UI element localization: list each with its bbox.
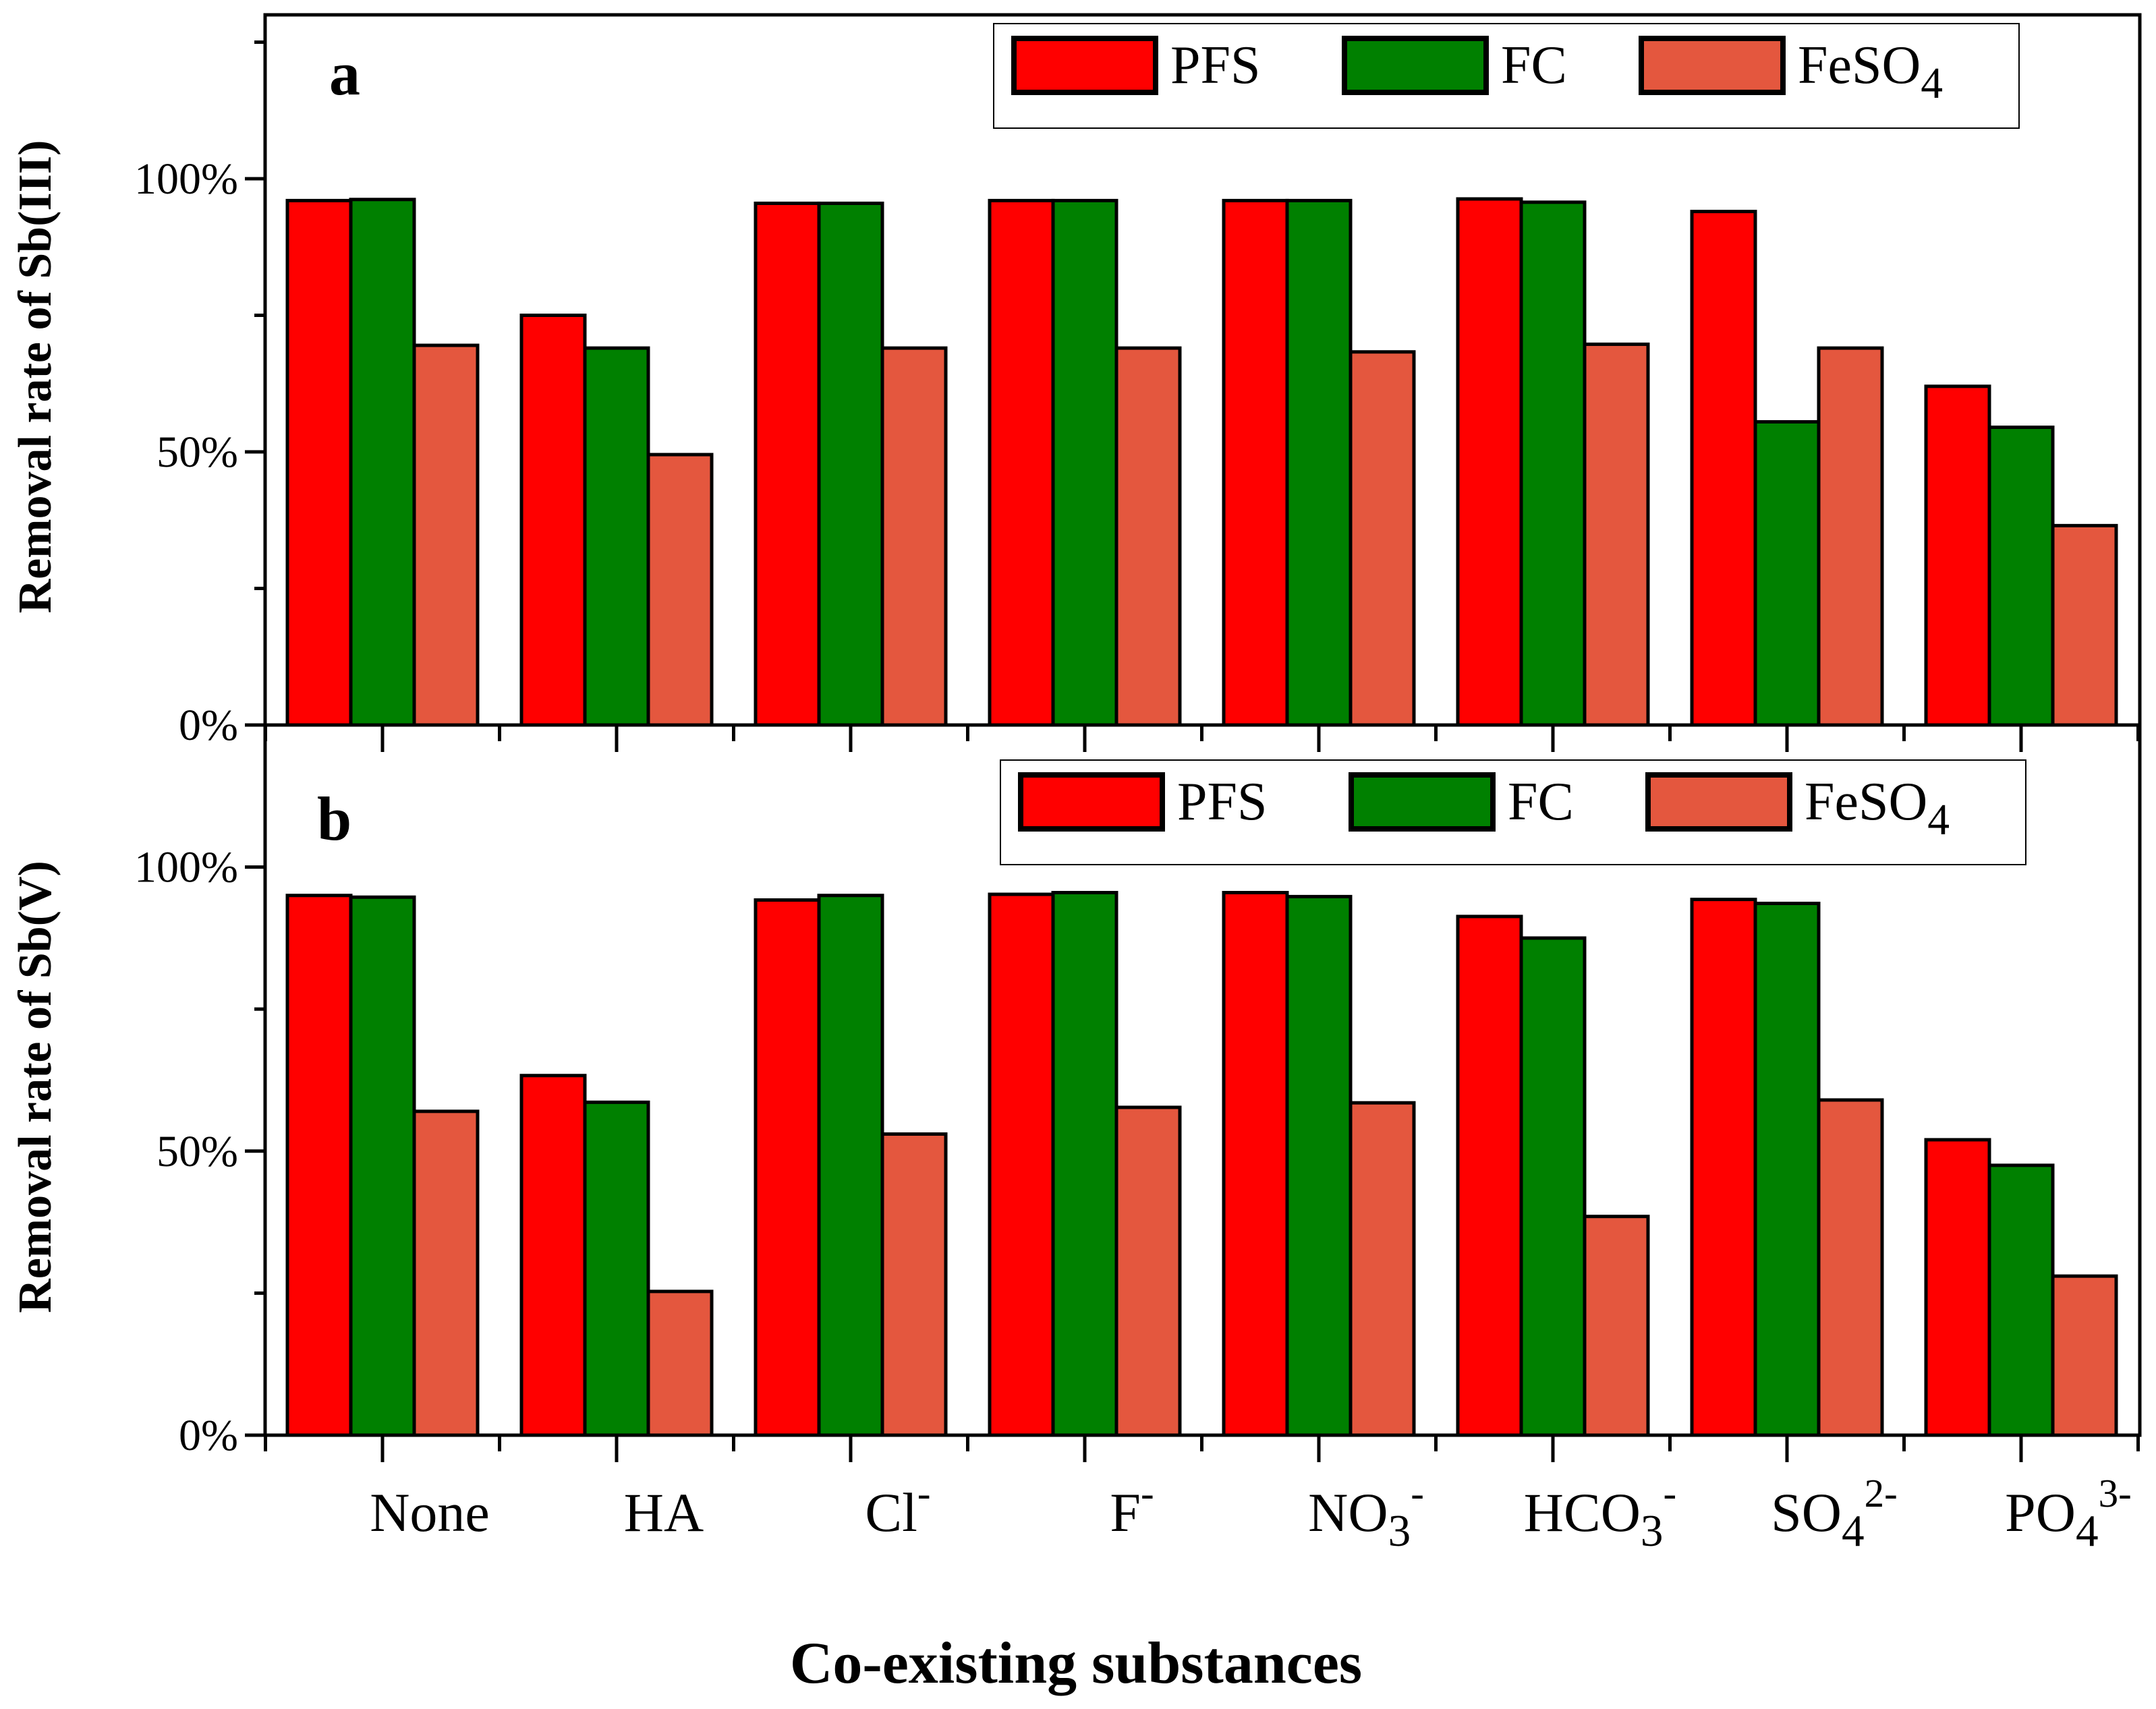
bar-feso4-2: [880, 1132, 948, 1437]
bar-fc-0: [349, 895, 416, 1437]
y-tick-label: 0%: [179, 701, 238, 750]
bar-fc-1: [583, 346, 650, 727]
bar-fc-3: [1051, 198, 1118, 727]
bar-pfs-4: [1222, 891, 1289, 1437]
x-category-label: None: [370, 1482, 490, 1543]
bar-feso4-6: [1817, 1098, 1884, 1437]
bar-feso4-0: [412, 343, 480, 727]
legend-swatch-pfs: [1011, 36, 1158, 95]
panel-label: a: [329, 39, 360, 108]
x-category-label: F-: [1110, 1471, 1154, 1543]
y-tick-label: 100%: [134, 154, 238, 204]
x-axis-title: Co-existing substances: [790, 1631, 1362, 1696]
bar-feso4-2: [880, 346, 948, 727]
y-tick-label: 100%: [134, 843, 238, 892]
legend-label-pfs: PFS: [1170, 36, 1260, 95]
x-category-label: Cl-: [865, 1471, 930, 1543]
bar-pfs-2: [754, 898, 821, 1437]
bar-pfs-6: [1690, 898, 1757, 1437]
bar-pfs-0: [285, 198, 353, 727]
legend-swatch-feso4: [1645, 772, 1792, 832]
bar-pfs-3: [988, 892, 1055, 1437]
y-tick-label: 50%: [157, 1127, 238, 1176]
legend: PFS FC FeSO4: [993, 23, 2020, 129]
y-axis-title: Removal rate of Sb(V): [9, 861, 61, 1313]
bar-pfs-1: [519, 314, 587, 727]
bar-fc-1: [583, 1100, 650, 1437]
x-category-label: HCO3-: [1524, 1471, 1676, 1556]
bar-feso4-6: [1817, 346, 1884, 727]
x-category-label: HA: [624, 1482, 704, 1543]
x-category-label: SO42-: [1771, 1471, 1898, 1556]
bar-pfs-2: [754, 201, 821, 727]
bar-pfs-3: [988, 198, 1055, 727]
legend: PFS FC FeSO4: [1000, 759, 2026, 865]
panel-b: 0% 50% 100% Removal rate of Sb(V) b PFS FC FeSO…: [9, 723, 2142, 1556]
panel-a: 0% 50% 100% Removal rate of Sb(III) a PFS FC Fe…: [9, 13, 2142, 752]
bar-feso4-5: [1583, 1215, 1650, 1437]
bar-feso4-3: [1114, 1105, 1182, 1437]
bar-pfs-5: [1456, 915, 1523, 1437]
legend-label-pfs: PFS: [1177, 772, 1267, 832]
bar-pfs-1: [519, 1074, 587, 1437]
bar-fc-5: [1519, 200, 1587, 727]
bar-feso4-1: [646, 1290, 714, 1437]
y-axis-title: Removal rate of Sb(III): [9, 140, 61, 614]
y-tick-label: 0%: [179, 1411, 238, 1460]
bar-feso4-7: [2051, 1274, 2118, 1437]
bar-pfs-6: [1690, 210, 1757, 727]
bar-feso4-4: [1349, 1101, 1416, 1437]
bar-feso4-1: [646, 453, 714, 727]
bar-fc-6: [1753, 419, 1821, 727]
bar-pfs-0: [285, 894, 353, 1437]
bar-pfs-5: [1456, 197, 1523, 727]
bar-fc-4: [1285, 198, 1353, 727]
y-tick-label: 50%: [157, 428, 238, 477]
legend-box: [993, 23, 2020, 129]
legend-swatch-fc: [1349, 772, 1496, 832]
bar-pfs-7: [1924, 1138, 1991, 1437]
legend-box: [1000, 759, 2026, 865]
legend-swatch-pfs: [1018, 772, 1165, 832]
bar-feso4-4: [1349, 350, 1416, 727]
legend-label-feso4: FeSO4: [1798, 36, 1943, 108]
bar-feso4-0: [412, 1109, 480, 1437]
bar-fc-2: [817, 201, 884, 727]
bar-pfs-7: [1924, 384, 1991, 727]
legend-swatch-fc: [1342, 36, 1489, 95]
bar-pfs-4: [1222, 198, 1289, 727]
bar-fc-6: [1753, 902, 1821, 1437]
bar-fc-0: [349, 198, 416, 727]
legend-swatch-feso4: [1639, 36, 1786, 95]
bar-fc-2: [817, 894, 884, 1437]
x-category-label: NO3-: [1308, 1471, 1424, 1556]
bar-feso4-3: [1114, 346, 1182, 727]
bar-feso4-7: [2051, 523, 2118, 727]
bar-fc-7: [1987, 426, 2055, 727]
x-category-label: PO43-: [2005, 1471, 2132, 1556]
bar-fc-3: [1051, 891, 1118, 1437]
legend-label-feso4: FeSO4: [1805, 772, 1950, 844]
panel-label: b: [317, 784, 351, 853]
bar-fc-5: [1519, 936, 1587, 1437]
bar-feso4-5: [1583, 342, 1650, 727]
bar-fc-4: [1285, 894, 1353, 1437]
legend-label-fc: FC: [1501, 36, 1567, 95]
bar-fc-7: [1987, 1163, 2055, 1437]
legend-label-fc: FC: [1508, 772, 1574, 832]
